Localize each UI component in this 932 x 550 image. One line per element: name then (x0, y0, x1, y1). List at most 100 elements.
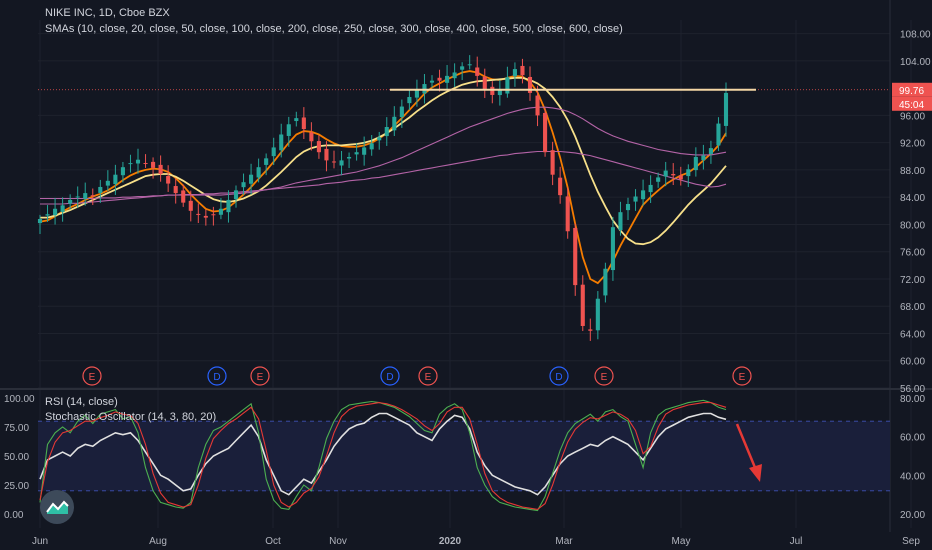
last-price-label: 99.76 (899, 86, 924, 97)
sma-line (40, 150, 727, 200)
y-tick-label: 104.00 (900, 57, 931, 68)
candle-body (173, 186, 178, 194)
event-circle (418, 366, 438, 386)
candle-body (512, 69, 517, 77)
candle-body (90, 195, 95, 197)
candle-body (151, 161, 156, 168)
candle-body (505, 77, 510, 94)
candle-body (301, 117, 306, 130)
y-tick-label: 108.00 (900, 30, 931, 41)
x-tick-label: Jun (32, 536, 48, 547)
candle-body (331, 161, 337, 163)
candle-body (678, 175, 683, 180)
earnings-marker[interactable]: E (82, 366, 102, 386)
candle-body (105, 180, 110, 186)
candle-body (656, 177, 661, 182)
event-letter: E (739, 372, 746, 383)
arrow-head (749, 464, 762, 482)
left-tick-label: 25.00 (4, 481, 29, 492)
earnings-marker[interactable]: E (418, 366, 438, 386)
candle-body (316, 141, 321, 153)
candle-body (264, 158, 269, 165)
right-tick-label: 20.00 (900, 510, 925, 521)
sma-line (40, 77, 727, 246)
candlesticks (37, 55, 729, 341)
candle-body (482, 76, 487, 91)
event-letter: E (425, 372, 432, 383)
candle-body (279, 134, 284, 151)
x-tick-label: Nov (329, 536, 347, 547)
event-circle (250, 366, 270, 386)
earnings-marker[interactable]: E (250, 366, 270, 386)
sma-line (40, 106, 727, 205)
event-letter: E (89, 372, 96, 383)
candle-body (467, 64, 472, 66)
candle-body (445, 75, 450, 83)
event-letter: D (555, 372, 562, 383)
y-tick-label: 72.00 (900, 275, 925, 286)
dividend-marker[interactable]: D (549, 366, 569, 386)
event-circle (380, 366, 400, 386)
event-letter: E (601, 372, 608, 383)
y-tick-label: 68.00 (900, 302, 925, 313)
candle-body (233, 190, 239, 200)
candle-body (671, 173, 676, 176)
earnings-marker[interactable]: E (732, 366, 752, 386)
earnings-marker[interactable]: E (594, 366, 614, 386)
event-circle (732, 366, 752, 386)
y-tick-label: 88.00 (900, 166, 925, 177)
candle-body (580, 284, 585, 326)
event-circle (82, 366, 102, 386)
x-tick-label: Sep (902, 536, 920, 547)
candle-body (211, 214, 216, 216)
left-tick-label: 0.00 (4, 510, 24, 521)
countdown-label: 45:04 (899, 100, 924, 111)
dividend-marker[interactable]: D (380, 366, 400, 386)
candle-body (271, 147, 276, 157)
candle-body (354, 152, 359, 155)
countdown-badge (892, 96, 932, 111)
oscillator-line (39, 402, 727, 510)
y-tick-label: 60.00 (900, 357, 925, 368)
chart-title: NIKE INC, 1D, Cboe BZX (45, 7, 170, 19)
x-tick-label: 2020 (439, 536, 462, 547)
candle-body (362, 147, 367, 155)
left-tick-label: 100.00 (4, 394, 35, 405)
axes: 56.00 60.00 64.00 68.00 72.00 76.00 80.00 84.00… (4, 30, 932, 547)
candle-body (558, 177, 563, 196)
candle-body (37, 218, 43, 224)
left-tick-label: 75.00 (4, 423, 29, 434)
candle-body (294, 118, 299, 122)
candle-body (249, 174, 254, 184)
candle-body (723, 92, 729, 126)
candle-body (53, 208, 58, 216)
candle-body (708, 148, 713, 154)
oscillator-line (39, 399, 727, 512)
y-tick-label: 64.00 (900, 329, 925, 340)
event-letter: E (257, 372, 264, 383)
candle-body (693, 156, 698, 171)
candle-body (392, 116, 397, 131)
candle-body (98, 186, 103, 193)
candle-body (716, 123, 721, 146)
dividend-marker[interactable]: D (207, 366, 227, 386)
candle-body (120, 167, 125, 176)
candle-body (309, 132, 314, 142)
candle-body (543, 112, 548, 153)
candle-body (414, 90, 419, 98)
tradingview-logo-icon[interactable] (40, 490, 74, 524)
right-tick-label: 40.00 (900, 471, 925, 482)
candle-body (527, 76, 533, 93)
oscillator-line (39, 412, 727, 496)
candle-body (603, 268, 608, 296)
candle-body (188, 200, 193, 211)
candle-body (686, 169, 691, 177)
last-price-badge (892, 82, 932, 97)
x-tick-label: May (672, 536, 691, 547)
rsi-legend: RSI (14, close) (45, 396, 118, 408)
candle-body (573, 227, 578, 286)
stoch-band (38, 421, 890, 491)
x-tick-label: Jul (790, 536, 803, 547)
